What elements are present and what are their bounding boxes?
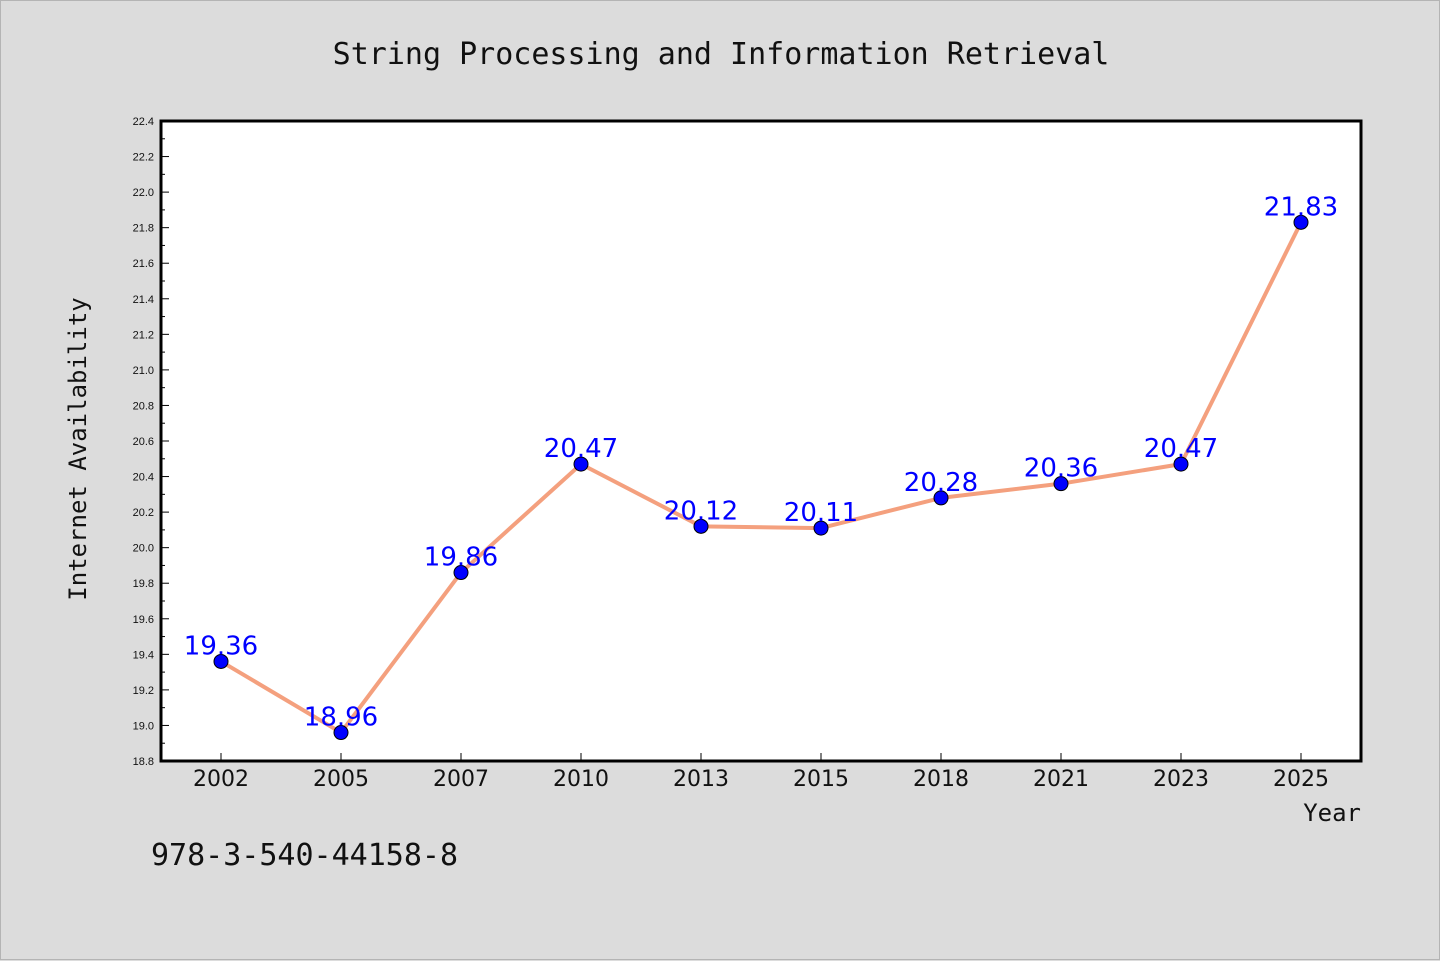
y-tick-label: 20.0 — [133, 543, 154, 555]
data-label: 20.28 — [904, 468, 978, 498]
data-label: 20.12 — [664, 496, 738, 526]
y-tick-label: 21.2 — [133, 329, 154, 341]
y-tick-label: 21.4 — [133, 294, 154, 306]
y-axis: 18.8 19.0 19.2 19.4 19.6 19.8 20.0 20.2 20.4 20.6… — [133, 116, 169, 768]
data-label: 20.36 — [1024, 454, 1098, 484]
plot-area — [159, 119, 1363, 763]
y-tick-label: 18.8 — [133, 756, 154, 768]
y-tick-label: 22.2 — [133, 152, 154, 164]
data-label: 20.11 — [784, 498, 858, 528]
y-tick-label: 22.0 — [133, 187, 154, 199]
y-tick-label: 19.2 — [133, 685, 154, 697]
data-point — [693, 518, 709, 534]
y-tick-label: 19.4 — [133, 649, 154, 661]
y-tick-label: 19.6 — [133, 614, 154, 626]
data-point — [1173, 456, 1189, 472]
data-label: 18.96 — [304, 703, 378, 733]
x-tick-label: 2025 — [1273, 767, 1329, 792]
data-point — [1293, 214, 1309, 230]
data-point — [813, 520, 829, 536]
data-point — [213, 653, 229, 669]
data-point — [1053, 476, 1069, 492]
y-tick-label: 20.6 — [133, 436, 154, 448]
y-tick-label: 20.4 — [133, 472, 154, 484]
y-tick-label: 22.4 — [133, 116, 154, 128]
x-tick-label: 2010 — [553, 767, 609, 792]
y-tick-label: 21.0 — [133, 365, 154, 377]
x-tick-label: 2002 — [193, 767, 249, 792]
footnote-isbn: 978-3-540-44158-8 — [151, 838, 458, 873]
data-label: 19.36 — [184, 631, 258, 661]
x-tick-label: 2005 — [313, 767, 369, 792]
x-tick-label: 2007 — [433, 767, 489, 792]
x-tick-label: 2013 — [673, 767, 729, 792]
chart-title: String Processing and Information Retrie… — [333, 37, 1110, 72]
y-tick-label: 21.6 — [133, 258, 154, 270]
y-tick-label: 19.8 — [133, 578, 154, 590]
x-tick-label: 2023 — [1153, 767, 1209, 792]
series — [213, 214, 1309, 741]
x-axis-label: Year — [1303, 799, 1361, 827]
series-line — [219, 221, 1303, 735]
x-axis: 2002 2005 2007 2010 2013 2015 2018 2021 2023 2025 — [193, 753, 1329, 792]
data-point — [573, 456, 589, 472]
data-point — [933, 490, 949, 506]
data-label: 19.86 — [424, 543, 498, 573]
y-tick-label: 20.8 — [133, 400, 154, 412]
data-labels: 19.36 18.96 19.86 20.47 20.12 20.11 20.28 20.36… — [184, 192, 1338, 732]
y-axis-label: Internet Availability — [64, 297, 92, 600]
data-label: 20.47 — [544, 434, 618, 464]
data-point — [453, 565, 469, 581]
data-label: 21.83 — [1264, 192, 1338, 222]
x-tick-label: 2015 — [793, 767, 849, 792]
x-tick-label: 2021 — [1033, 767, 1089, 792]
data-point — [333, 725, 349, 741]
x-tick-label: 2018 — [913, 767, 969, 792]
y-tick-label: 21.8 — [133, 223, 154, 235]
y-tick-label: 20.2 — [133, 507, 154, 519]
data-label: 20.47 — [1144, 434, 1218, 464]
y-tick-label: 19.0 — [133, 720, 154, 732]
